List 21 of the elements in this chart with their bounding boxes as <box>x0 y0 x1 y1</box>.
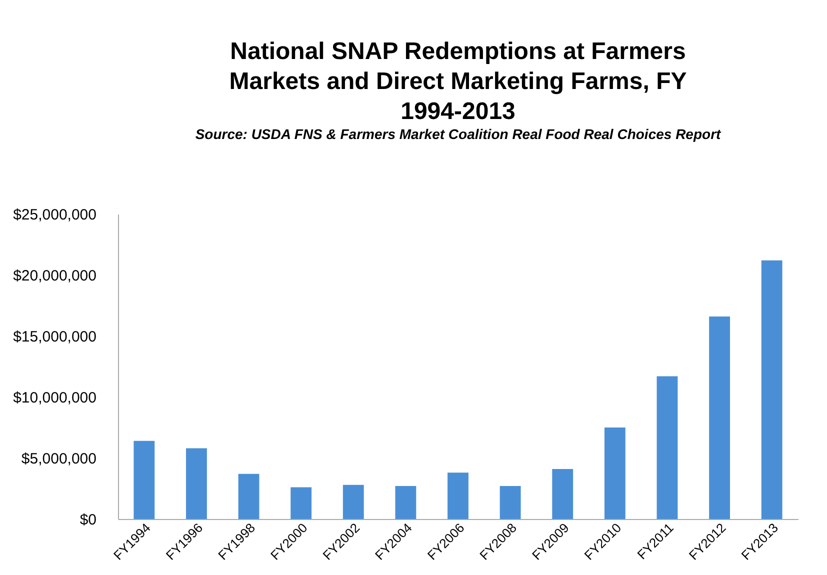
bar <box>604 428 626 519</box>
bar <box>290 487 312 519</box>
y-tick-label: $20,000,000 <box>13 268 96 284</box>
bar <box>238 474 260 519</box>
bar <box>448 472 468 519</box>
bar <box>656 376 678 519</box>
bar <box>552 468 574 519</box>
bar <box>134 440 155 519</box>
bar <box>342 484 364 519</box>
bar <box>500 486 521 519</box>
y-tick-label: $10,000,000 <box>13 390 96 406</box>
bar <box>395 486 416 519</box>
bar <box>186 448 207 519</box>
bar <box>761 260 782 519</box>
bar <box>709 316 730 519</box>
y-tick-label: $25,000,000 <box>13 206 96 224</box>
chart-title: National SNAP Redemptions at Farmers Markets and Direct Marketing Farms, FY 1994-2013 <box>229 38 687 125</box>
y-tick-label: $15,000,000 <box>13 328 96 346</box>
y-tick-label: $5,000,000 <box>21 450 96 468</box>
y-tick-label: $0 <box>80 512 96 528</box>
chart-subtitle: Source: USDA FNS & Farmers Market Coalition Real Food Real Choices Report <box>195 126 722 142</box>
